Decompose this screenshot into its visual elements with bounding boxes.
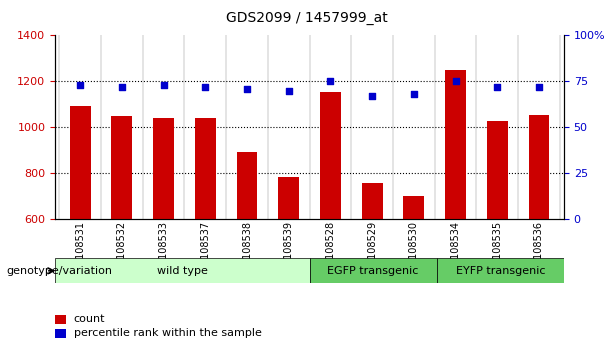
Point xyxy=(326,79,335,84)
Bar xyxy=(195,118,216,219)
Point xyxy=(242,86,252,92)
Point xyxy=(159,82,169,88)
Bar xyxy=(320,92,341,219)
Text: wild type: wild type xyxy=(157,266,208,276)
Text: count: count xyxy=(74,314,105,324)
FancyBboxPatch shape xyxy=(436,258,564,283)
Point xyxy=(75,82,85,88)
Point xyxy=(284,88,294,93)
Bar xyxy=(362,183,383,219)
Point xyxy=(451,79,460,84)
Bar xyxy=(153,118,174,219)
FancyBboxPatch shape xyxy=(55,258,310,283)
Text: EYFP transgenic: EYFP transgenic xyxy=(455,266,545,276)
Bar xyxy=(487,120,508,219)
Bar xyxy=(112,116,132,219)
Bar xyxy=(445,70,466,219)
Point xyxy=(534,84,544,90)
Text: percentile rank within the sample: percentile rank within the sample xyxy=(74,328,261,338)
Bar xyxy=(278,177,299,219)
Bar xyxy=(70,105,91,219)
FancyBboxPatch shape xyxy=(310,258,436,283)
Text: GDS2099 / 1457999_at: GDS2099 / 1457999_at xyxy=(226,11,387,25)
Point xyxy=(409,91,419,97)
Text: EGFP transgenic: EGFP transgenic xyxy=(327,266,419,276)
Point xyxy=(492,84,502,90)
Bar xyxy=(528,115,549,219)
Point xyxy=(117,84,127,90)
Text: genotype/variation: genotype/variation xyxy=(6,266,112,276)
Bar xyxy=(403,196,424,219)
Point xyxy=(367,93,377,99)
Bar xyxy=(237,152,257,219)
Point xyxy=(200,84,210,90)
